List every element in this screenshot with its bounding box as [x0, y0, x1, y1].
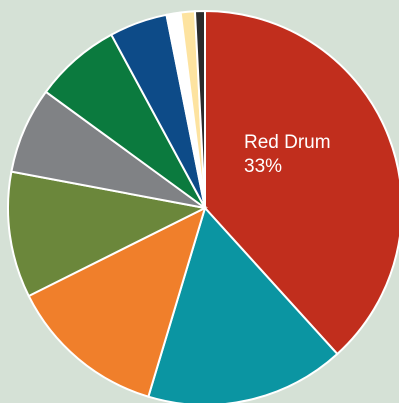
slice-value-label: 33%	[244, 156, 282, 177]
pie-slice	[193, 9, 206, 209]
pie-slice	[204, 9, 399, 356]
pie-slice	[27, 206, 207, 398]
pie	[7, 9, 399, 403]
pie-slice	[7, 170, 209, 298]
slice-label: Red Drum	[244, 132, 331, 153]
pie-slice	[147, 206, 339, 403]
